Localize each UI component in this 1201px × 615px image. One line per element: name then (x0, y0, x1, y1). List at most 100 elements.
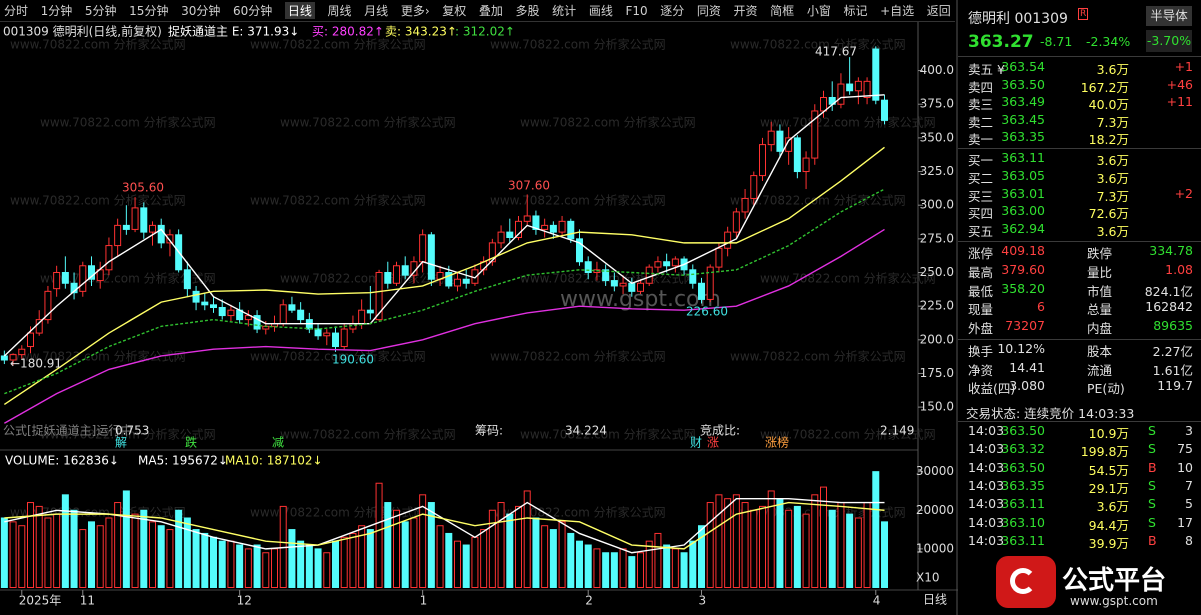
change-pct: -2.34% (1086, 34, 1131, 49)
badge: R (1078, 8, 1089, 20)
volume-bar (114, 502, 122, 588)
toolbar-button[interactable]: 1分钟 (40, 4, 73, 18)
stat-value: 2.27亿 (1152, 344, 1193, 359)
stat-label: 最低 (968, 283, 994, 299)
book-change: +46 (1166, 76, 1193, 92)
toolbar-button[interactable]: +自选 (880, 4, 915, 18)
watermark: www.70822.com 分析家公式网 (10, 37, 186, 52)
book-price: 363.54 (1001, 59, 1045, 74)
book-volume: 3.6万 (1096, 153, 1129, 168)
price-annotation: 307.60 (508, 179, 550, 193)
volume-header: MA10: 187102↓ (225, 454, 323, 468)
trade-side: B (1148, 532, 1157, 548)
trade-status: 交易状态: 连续竞价 14:03:33 (966, 406, 1135, 421)
y-tick-label: 150.0 (920, 400, 954, 414)
logo-title: 公式平台 (1062, 566, 1167, 596)
stat-label: 量比 (1087, 264, 1113, 280)
volume-bar (584, 544, 592, 588)
toolbar-button[interactable]: 小窗 (806, 4, 831, 18)
stat-label: 市值 (1087, 283, 1113, 299)
volume-bar (820, 486, 827, 589)
y-tick-label: 300.0 (920, 198, 954, 212)
candle-body (654, 261, 662, 268)
toolbar-button[interactable]: 简框 (770, 4, 795, 18)
volume-bar (305, 544, 313, 588)
book-price: 363.35 (1001, 129, 1045, 145)
logo-icon (996, 556, 1056, 608)
candle-body (314, 328, 322, 337)
volume-bar (593, 548, 601, 589)
toolbar-button[interactable]: 分时 (4, 4, 29, 18)
trade-volume: 54.5万 (1088, 462, 1129, 478)
candle-body (410, 261, 418, 276)
volume-bar (27, 502, 34, 588)
toolbar-button[interactable]: 15分钟 (129, 4, 169, 18)
toolbar-button[interactable]: F10 (625, 3, 648, 18)
candle-body (454, 278, 461, 287)
candle-body (210, 304, 217, 308)
toolbar-button[interactable]: 返回 (926, 4, 951, 18)
volume-bar (183, 517, 191, 588)
toolbar-button[interactable]: 逐分 (660, 4, 685, 18)
toolbar-button[interactable]: 画线 (588, 4, 613, 18)
watermark: www.70822.com 分析家公式网 (730, 349, 906, 364)
indicator-strip: 34.224 (565, 424, 607, 438)
volume-bar (70, 509, 78, 588)
volume-bar (227, 540, 235, 589)
toolbar-button[interactable]: 日线 (284, 2, 315, 19)
toolbar-button[interactable]: 5分钟 (84, 4, 117, 18)
watermark: www.70822.com 分析家公式网 (520, 427, 696, 442)
toolbar-button[interactable]: 开资 (733, 4, 758, 18)
candle-body (567, 220, 575, 240)
candle-body (663, 261, 671, 267)
volume-bar (654, 532, 662, 589)
y-tick-label: 175.0 (920, 366, 954, 380)
x-tick-label: 12 (237, 594, 252, 608)
separator (958, 148, 1201, 149)
toolbar-button[interactable]: 周线 (327, 4, 352, 18)
volume-bar (480, 529, 488, 588)
toolbar-button[interactable]: 月线 (364, 4, 389, 18)
trade-count: 7 (1185, 477, 1193, 493)
candle-body (18, 348, 26, 356)
candle-body (767, 130, 775, 146)
candle-body (88, 265, 95, 280)
y-tick-label: 10000 (916, 541, 954, 555)
toolbar-button[interactable]: 标记 (843, 4, 868, 18)
candle-body (759, 144, 766, 177)
toolbar-button[interactable]: 复权 (442, 4, 467, 18)
sector[interactable]: 半导体 (1146, 6, 1192, 26)
toolbar-button[interactable]: 同资 (696, 4, 721, 18)
volume-bar (567, 532, 575, 589)
candle-body (462, 278, 470, 284)
book-price: 363.00 (1001, 203, 1045, 219)
price-annotation: 305.60 (122, 181, 164, 195)
volume-bar (358, 525, 366, 589)
volume-bar (863, 502, 871, 588)
toolbar-button[interactable]: 叠加 (478, 4, 503, 18)
volume-bar (253, 544, 261, 588)
chart-area: www.70822.com 分析家公式网 www.70822.com 分析家公式网… (0, 0, 958, 615)
candle-body (140, 207, 148, 233)
toolbar-button[interactable]: 统计 (552, 4, 577, 18)
info-line: 001309 德明利(日线,前复权) (3, 24, 162, 39)
volume-bar (445, 532, 453, 589)
watermark: www.70822.com 分析家公式网 (250, 37, 426, 52)
toolbar-button[interactable]: 60分钟 (232, 4, 273, 18)
volume-bar (140, 509, 148, 588)
volume-bar (802, 513, 810, 589)
book-volume: 167.2万 (1080, 79, 1129, 95)
trade-price: 363.10 (1001, 514, 1045, 530)
candle-body (419, 234, 427, 263)
volume-bar (793, 505, 801, 588)
candle-body (44, 290, 52, 321)
trade-count: 8 (1185, 532, 1193, 548)
toolbar-button[interactable]: 多股 (515, 4, 540, 18)
candle-body (366, 309, 374, 314)
toolbar-button[interactable]: 更多› (400, 4, 430, 18)
candle-body (750, 175, 758, 199)
volume-bar (61, 494, 69, 589)
stat-label: 换手 (968, 344, 994, 359)
toolbar-button[interactable]: 30分钟 (181, 4, 221, 18)
candle-body (244, 315, 252, 321)
